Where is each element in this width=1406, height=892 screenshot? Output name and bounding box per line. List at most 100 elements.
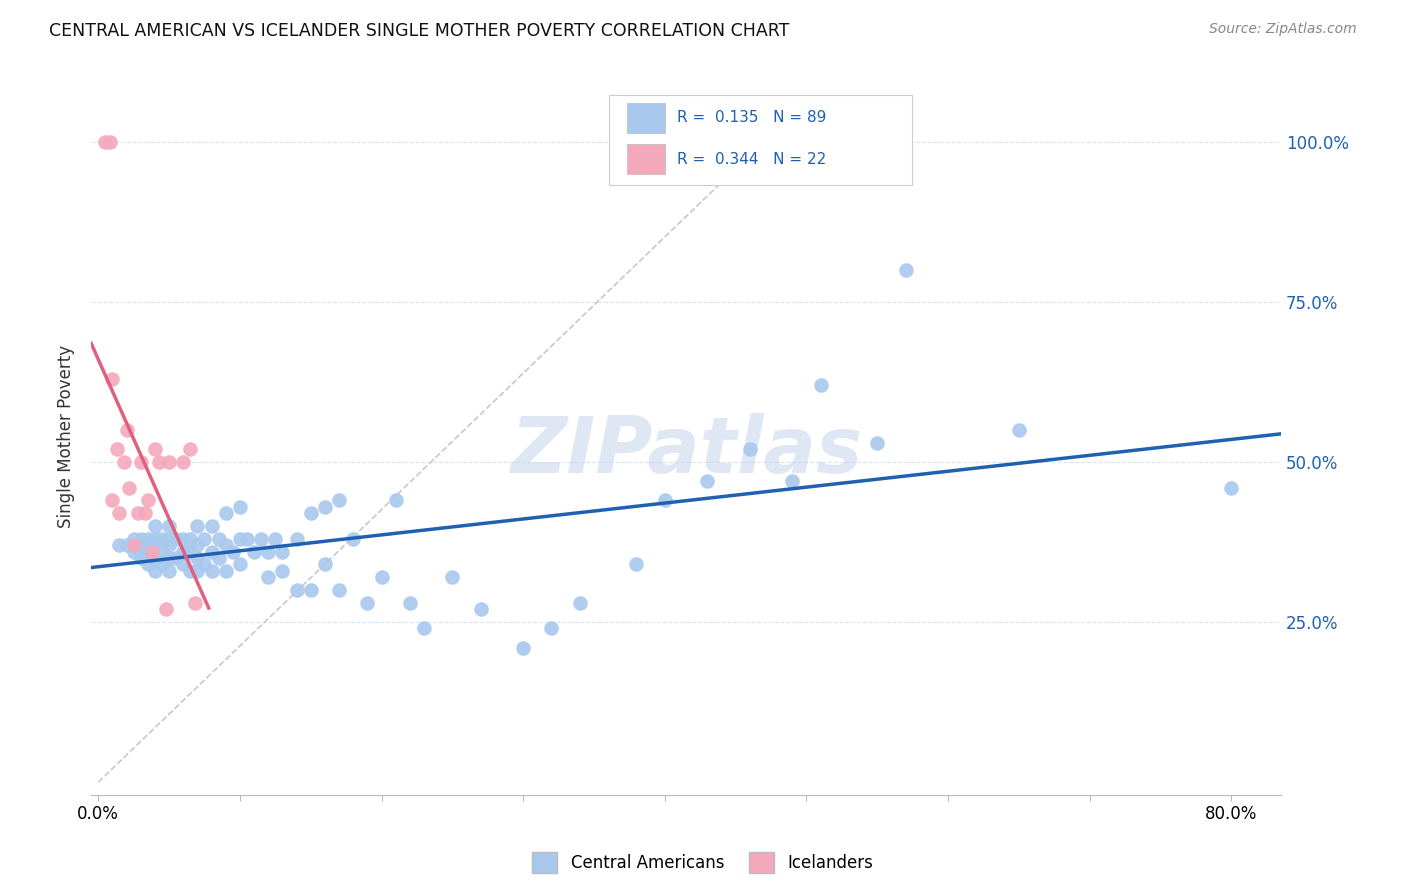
Point [155, 602, 177, 616]
Point [193, 532, 215, 546]
Point [215, 506, 238, 520]
Point [384, 493, 406, 508]
Point [172, 532, 194, 546]
Point [229, 500, 252, 514]
Point [94, 135, 117, 149]
Point [129, 455, 152, 469]
Point [112, 455, 135, 469]
Point [200, 544, 222, 558]
Point [229, 558, 252, 572]
Point [271, 564, 294, 578]
Point [200, 564, 222, 578]
Point [207, 551, 229, 566]
Point [143, 564, 166, 578]
FancyBboxPatch shape [609, 95, 912, 185]
Point [179, 532, 201, 546]
Point [134, 506, 156, 520]
Point [243, 544, 266, 558]
Point [299, 582, 322, 597]
Point [257, 570, 280, 584]
Point [257, 544, 280, 558]
Point [143, 532, 166, 546]
Point [108, 506, 131, 520]
Point [150, 558, 173, 572]
Point [157, 564, 180, 578]
Point [299, 506, 322, 520]
Point [328, 493, 350, 508]
Point [782, 474, 804, 488]
Point [115, 423, 138, 437]
Point [179, 442, 201, 456]
Point [222, 544, 245, 558]
Point [413, 622, 436, 636]
Point [179, 564, 201, 578]
Point [441, 570, 464, 584]
Point [101, 493, 124, 508]
Point [136, 558, 159, 572]
Point [122, 532, 145, 546]
Y-axis label: Single Mother Poverty: Single Mother Poverty [58, 344, 75, 528]
Point [172, 455, 194, 469]
Point [115, 538, 138, 552]
Point [342, 532, 364, 546]
Point [143, 442, 166, 456]
Point [129, 532, 152, 546]
Point [172, 558, 194, 572]
Point [157, 519, 180, 533]
Point [186, 564, 208, 578]
Point [186, 538, 208, 552]
Point [136, 493, 159, 508]
Point [626, 558, 648, 572]
Point [236, 532, 259, 546]
Point [356, 596, 378, 610]
Point [150, 544, 173, 558]
Point [738, 442, 761, 456]
Point [314, 500, 336, 514]
Point [143, 551, 166, 566]
Point [810, 378, 832, 392]
Point [150, 532, 173, 546]
Point [328, 582, 350, 597]
Point [271, 544, 294, 558]
Point [122, 538, 145, 552]
Point [127, 506, 149, 520]
Text: Source: ZipAtlas.com: Source: ZipAtlas.com [1209, 22, 1357, 37]
Point [568, 596, 591, 610]
Point [157, 551, 180, 566]
Point [101, 371, 124, 385]
FancyBboxPatch shape [627, 145, 665, 174]
Point [399, 596, 422, 610]
Point [141, 544, 163, 558]
Point [193, 558, 215, 572]
Text: ZIPatlas: ZIPatlas [510, 413, 862, 489]
Point [179, 544, 201, 558]
Point [122, 544, 145, 558]
Point [143, 538, 166, 552]
Point [894, 262, 917, 277]
Text: R =  0.135   N = 89: R = 0.135 N = 89 [676, 111, 825, 126]
Point [285, 532, 308, 546]
Point [207, 532, 229, 546]
Point [136, 544, 159, 558]
Point [250, 532, 273, 546]
Point [200, 519, 222, 533]
Point [157, 538, 180, 552]
Point [118, 481, 141, 495]
Point [105, 442, 128, 456]
Point [165, 551, 187, 566]
Point [696, 474, 718, 488]
Point [157, 455, 180, 469]
Point [148, 455, 170, 469]
Point [183, 596, 205, 610]
Point [370, 570, 392, 584]
Point [129, 551, 152, 566]
Point [172, 544, 194, 558]
Point [108, 538, 131, 552]
Point [1008, 423, 1031, 437]
Legend: Central Americans, Icelanders: Central Americans, Icelanders [526, 846, 880, 880]
Point [229, 532, 252, 546]
Point [165, 532, 187, 546]
Point [866, 435, 889, 450]
Point [215, 538, 238, 552]
Point [1220, 481, 1243, 495]
